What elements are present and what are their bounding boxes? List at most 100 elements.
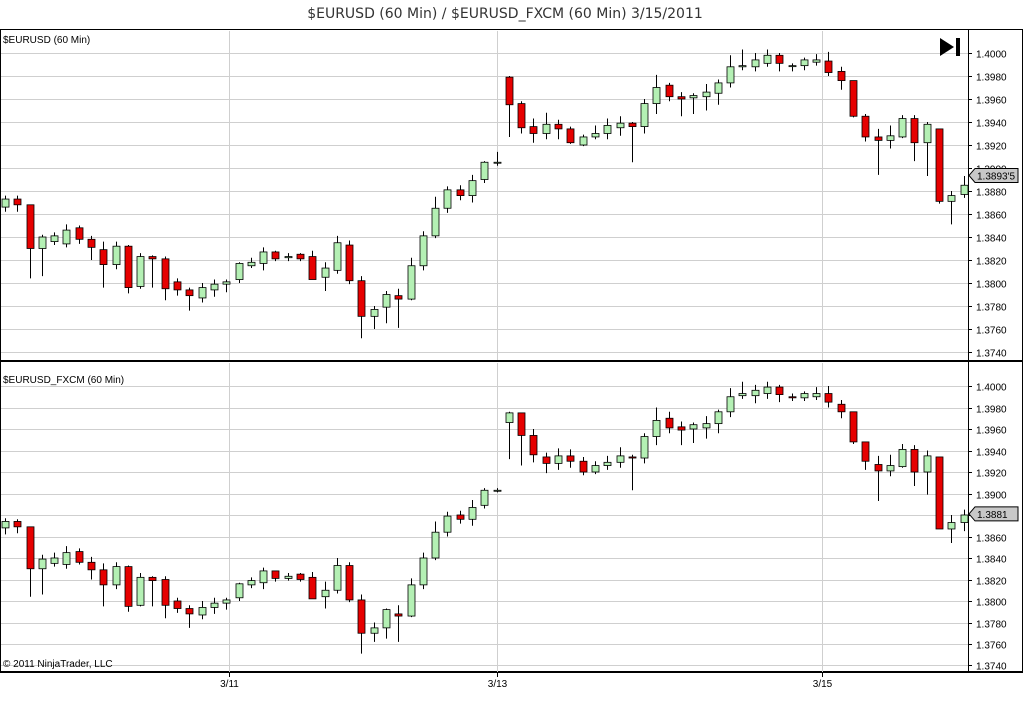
- candle: [235, 262, 244, 283]
- candle: [345, 240, 354, 285]
- candle-body-down: [788, 396, 797, 399]
- candle-body-up: [443, 515, 452, 533]
- candle-body-down: [775, 54, 784, 64]
- skip-to-end-icon[interactable]: [937, 35, 965, 59]
- last-price-tag: 1.3881: [968, 506, 1019, 522]
- candle-body-down: [542, 456, 551, 464]
- candle: [161, 576, 170, 619]
- candle: [112, 241, 121, 270]
- last-price-tag-bg: [968, 167, 1019, 183]
- candle-body-up: [689, 95, 698, 99]
- candle: [603, 455, 612, 470]
- candle: [468, 499, 477, 526]
- candle-body-down: [517, 412, 526, 436]
- candle-body-up: [652, 87, 661, 105]
- candle-body-down: [185, 289, 194, 297]
- last-price-label: 1.3893'5: [977, 171, 1015, 182]
- x-tick-label: 3/13: [488, 679, 508, 690]
- candle: [419, 552, 428, 590]
- candle-body-down: [837, 403, 846, 413]
- candle-body-up: [382, 609, 391, 629]
- x-tick-label: 3/11: [220, 679, 239, 690]
- candle: [640, 99, 649, 134]
- candle-body-down: [824, 393, 833, 403]
- candle-body-up: [468, 180, 477, 196]
- candle-body-up: [923, 455, 932, 473]
- candle-body-up: [431, 207, 440, 237]
- candle-body-up: [112, 566, 121, 586]
- candle: [308, 571, 317, 600]
- candle: [247, 577, 256, 589]
- candle: [566, 449, 575, 468]
- y-tick-label: 1.3900: [976, 491, 1007, 502]
- candle-body-down: [308, 576, 317, 600]
- candle: [308, 250, 317, 280]
- candle: [456, 185, 465, 201]
- candle: [702, 84, 711, 111]
- candle: [689, 422, 698, 443]
- last-price-tag-bg: [968, 506, 1019, 522]
- y-tick-label: 1.4000: [976, 50, 1007, 61]
- candle-body-up: [198, 287, 207, 299]
- y-tick-label: 1.3840: [976, 234, 1007, 245]
- candle-body-down: [345, 565, 354, 601]
- candle-body-up: [800, 393, 809, 399]
- candle: [849, 80, 858, 118]
- candle: [284, 573, 293, 581]
- candle-body-up: [751, 389, 760, 397]
- candle: [652, 407, 661, 446]
- candle-body-up: [198, 607, 207, 616]
- candle-body-up: [468, 507, 477, 520]
- candle: [321, 581, 330, 609]
- candle: [898, 444, 907, 468]
- candle: [443, 186, 452, 213]
- candle-body-up: [407, 584, 416, 617]
- candle: [38, 234, 47, 277]
- candle-body-up: [333, 242, 342, 271]
- candle-body-down: [99, 249, 108, 265]
- y-tick-label: 1.3780: [976, 303, 1007, 314]
- candle: [628, 454, 637, 491]
- candle-body-down: [13, 521, 22, 528]
- candle: [136, 253, 145, 289]
- y-tick-label: 1.3740: [976, 662, 1007, 673]
- candle-body-up: [714, 411, 723, 425]
- candle: [468, 174, 477, 203]
- candle-body-up: [738, 393, 747, 397]
- candle: [345, 562, 354, 603]
- candle: [407, 257, 416, 301]
- candle-body-down: [124, 566, 133, 607]
- candle: [284, 253, 293, 262]
- candle: [161, 256, 170, 301]
- candle: [480, 488, 489, 509]
- candle: [99, 241, 108, 288]
- candle-body-up: [136, 256, 145, 287]
- candle: [529, 118, 538, 143]
- candle: [173, 597, 182, 613]
- candle-body-up: [136, 576, 145, 606]
- candle: [861, 113, 870, 142]
- candle: [726, 388, 735, 418]
- candle: [542, 452, 551, 474]
- candle-body-down: [308, 256, 317, 280]
- candle: [738, 49, 747, 71]
- candle: [640, 433, 649, 464]
- candle-body-down: [517, 103, 526, 129]
- candle: [87, 556, 96, 580]
- candle: [702, 416, 711, 439]
- candle-body-up: [259, 251, 268, 264]
- candle: [517, 412, 526, 466]
- candle: [148, 576, 157, 607]
- candle-body-up: [480, 161, 489, 180]
- candle-body-down: [161, 579, 170, 606]
- candle: [775, 53, 784, 72]
- candle: [333, 558, 342, 594]
- candle: [136, 573, 145, 607]
- y-tick-label: 1.3860: [976, 211, 1007, 222]
- candle-body-down: [271, 251, 280, 260]
- candle: [935, 128, 944, 204]
- candle: [874, 128, 883, 175]
- candle-body-down: [148, 576, 157, 581]
- candle-body-down: [394, 613, 403, 617]
